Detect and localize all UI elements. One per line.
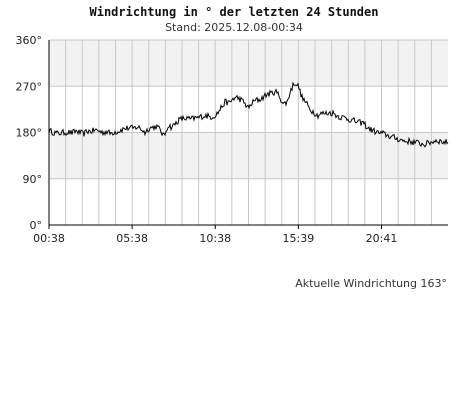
x-tick-label: 10:38 — [199, 232, 231, 245]
x-tick-label: 05:38 — [116, 232, 148, 245]
wind-direction-line — [48, 81, 449, 148]
y-tick-label: 0° — [30, 219, 43, 232]
current-wind-direction: Aktuelle Windrichtung 163° — [295, 277, 447, 290]
x-tick-label: 00:38 — [33, 232, 65, 245]
y-tick-label: 90° — [23, 173, 43, 186]
y-tick-label: 360° — [16, 34, 43, 47]
y-tick-label: 270° — [16, 80, 43, 93]
x-tick-label: 20:41 — [366, 232, 398, 245]
chart-title: Windrichtung in ° der letzten 24 Stunden — [89, 5, 379, 19]
x-tick-label: 15:39 — [283, 232, 315, 245]
y-tick-label: 180° — [16, 127, 43, 140]
chart-subtitle: Stand: 2025.12.08-00:34 — [165, 21, 303, 34]
